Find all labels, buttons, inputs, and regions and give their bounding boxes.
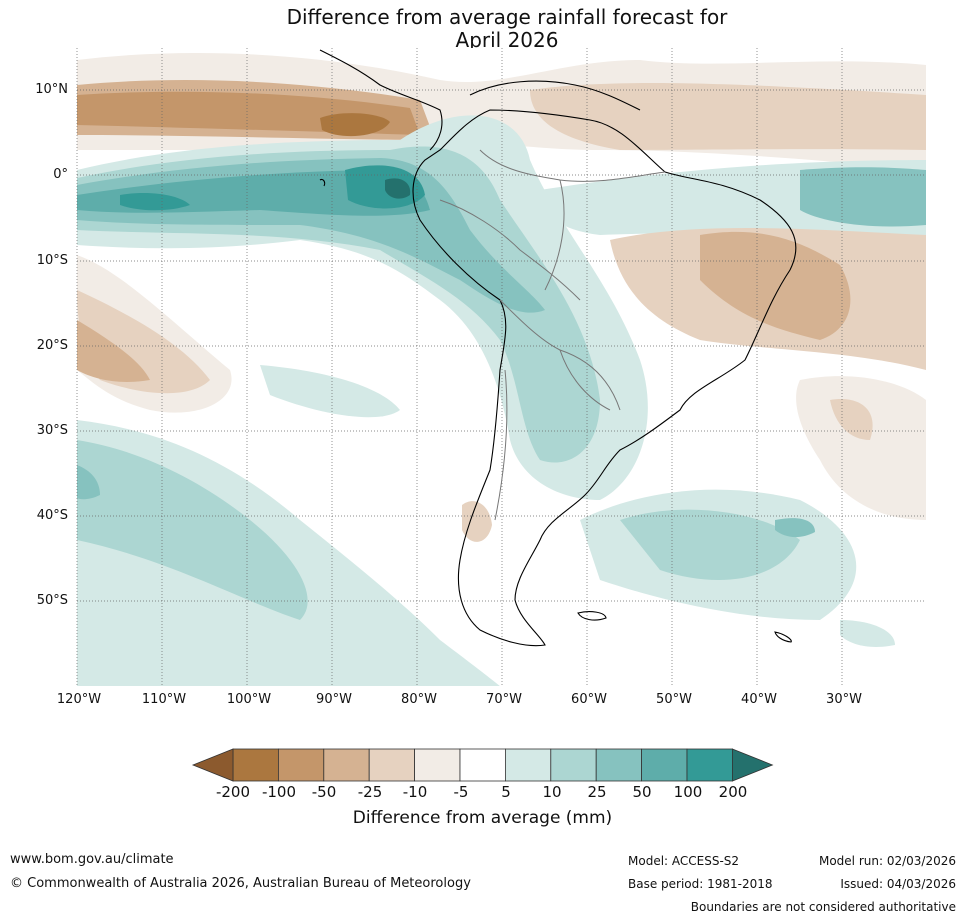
colorbar-tick-label: 25 [587, 783, 607, 801]
coastlines [319, 49, 797, 647]
lat-label-40s: 40°S [36, 508, 68, 523]
map-title-line-1: Difference from average rainfall forecas… [286, 5, 728, 29]
lon-label-120w: 120°W [56, 692, 102, 707]
dry-east [530, 83, 926, 150]
colorbar [191, 748, 774, 782]
colorbar-title: Difference from average (mm) [352, 808, 613, 828]
wet-southatlantic-core [775, 518, 815, 538]
wet-core-small [120, 193, 190, 211]
dry-sepacific-core [77, 320, 150, 382]
model-run-date: Model run: 02/03/2026 [818, 854, 956, 868]
colorbar-swatch [459, 748, 506, 782]
lat-label-50s: 50°S [36, 593, 68, 608]
lon-label-50w: 50°W [656, 692, 692, 707]
anomaly-fields [77, 52, 926, 686]
colorbar-tick-label: 50 [632, 783, 652, 801]
colorbar-swatch [595, 748, 643, 782]
colorbar-swatch [368, 748, 416, 782]
dry-patagonia [462, 501, 492, 542]
lon-label-110w: 110°W [141, 692, 187, 707]
south-america-coast [412, 109, 797, 647]
colorbar-tick-label: -10 [402, 783, 428, 801]
wet-south-atlantic-edge [840, 620, 895, 647]
colorbar-swatch [414, 748, 461, 782]
colorbar-tick-label: -25 [357, 783, 383, 801]
wet-southpacific-core [77, 465, 100, 500]
colorbar-swatch [232, 748, 279, 782]
lon-label-80w: 80°W [401, 692, 437, 707]
boundaries-disclaimer: Boundaries are not considered authoritat… [690, 900, 956, 914]
lat-label-20s: 20°S [36, 338, 68, 353]
colorbar-swatch [641, 748, 688, 782]
model-name: Model: ACCESS-S2 [628, 854, 740, 868]
base-period: Base period: 1981-2018 [628, 877, 773, 891]
dry-midatlantic-core [830, 399, 873, 440]
dry-core [320, 113, 390, 137]
colorbar-tick-label: -100 [261, 783, 297, 801]
wet-atlantic-inner [800, 167, 926, 227]
colorbar-swatch [277, 748, 325, 782]
colorbar-tick-label: -5 [453, 783, 469, 801]
lon-label-40w: 40°W [741, 692, 777, 707]
colorbar-tick-label: 10 [542, 783, 562, 801]
lat-label-10n: 10°N [35, 82, 68, 97]
wet-central-pacific [260, 365, 400, 418]
colorbar-swatch [323, 748, 370, 782]
colorbar-swatch [550, 748, 597, 782]
galapagos [319, 178, 326, 187]
falkland-islands [577, 611, 607, 621]
lat-label-0: 0° [53, 167, 68, 182]
colorbar-tick-label: -200 [215, 783, 251, 801]
wet-southatlantic-inner [620, 509, 800, 580]
country-borders [439, 149, 666, 521]
issued-date: Issued: 04/03/2026 [840, 877, 956, 891]
lon-label-90w: 90°W [316, 692, 352, 707]
lon-label-30w: 30°W [826, 692, 862, 707]
colorbar-tick-label: 5 [501, 783, 511, 801]
graticule [76, 48, 926, 686]
dry-brazil-inner [700, 231, 851, 340]
lat-label-10s: 10°S [36, 253, 68, 268]
colorbar-tick-label: -50 [311, 783, 337, 801]
lon-label-100w: 100°W [226, 692, 272, 707]
lon-label-70w: 70°W [486, 692, 522, 707]
wet-band-mid [77, 146, 600, 463]
caribbean-coast [469, 80, 641, 111]
wet-core-dark [385, 178, 411, 199]
website-link[interactable]: www.bom.gov.au/climate [10, 852, 174, 867]
colorbar-swatch [686, 748, 733, 782]
wet-southpacific-inner [77, 440, 308, 620]
colorbar-extend-low [191, 748, 234, 782]
colorbar-tick-label: 100 [673, 783, 703, 801]
lon-label-60w: 60°W [571, 692, 607, 707]
colorbar-extend-high [732, 748, 774, 782]
dry-midatlantic [796, 376, 926, 520]
south-georgia [774, 631, 792, 643]
copyright-text: © Commonwealth of Australia 2026, Austra… [10, 876, 471, 891]
lat-label-30s: 30°S [36, 423, 68, 438]
central-america-coast [319, 49, 443, 151]
colorbar-swatch [504, 748, 552, 782]
colorbar-tick-label: 200 [718, 783, 748, 801]
